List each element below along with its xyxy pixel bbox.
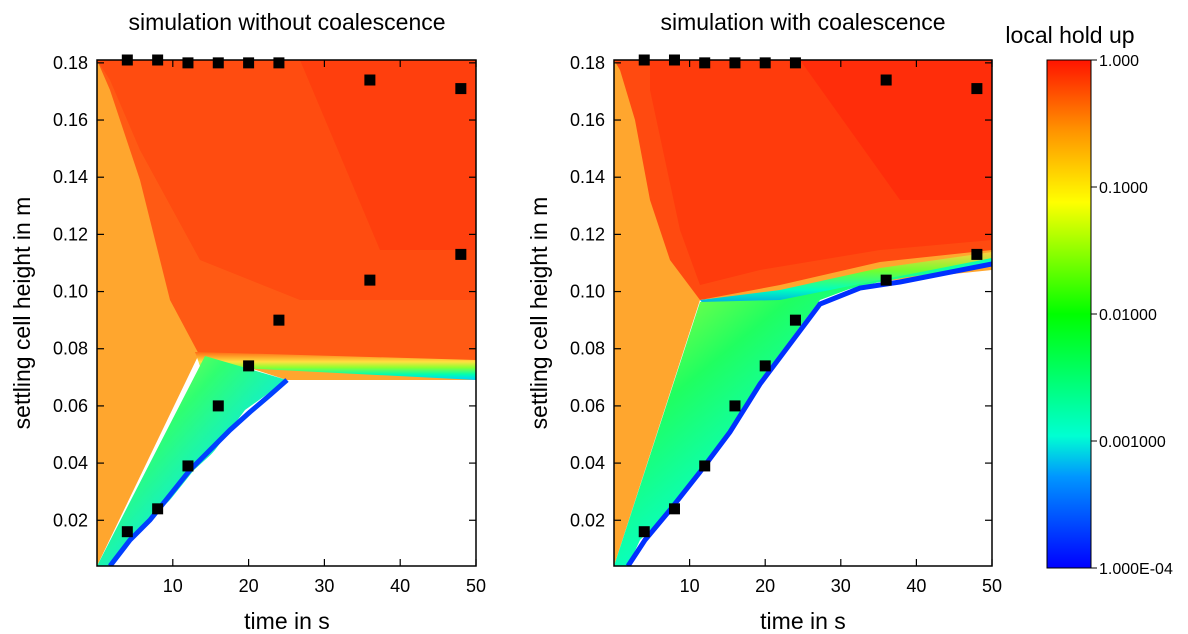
left-data-marker — [121, 54, 133, 66]
left-xtick-label: 20 — [239, 576, 259, 596]
colorbar-title: local hold up — [1005, 22, 1134, 48]
left-markers — [121, 54, 467, 538]
left-data-marker — [273, 314, 285, 326]
right-wedge — [614, 258, 992, 566]
left-axes: 10 20 30 40 50 0.02 0.04 0.06 0.08 0.10 0.12 0.14 0.… — [53, 53, 486, 596]
right-ylabel: settling cell height in m — [526, 197, 552, 430]
right-empty-region — [632, 270, 992, 566]
right-data-marker — [699, 57, 711, 69]
right-heatmap — [614, 60, 992, 566]
right-data-marker — [759, 57, 771, 69]
right-data-marker — [789, 57, 801, 69]
right-data-marker — [729, 400, 741, 412]
left-data-marker — [212, 57, 224, 69]
right-ytick-label: 0.12 — [570, 224, 605, 244]
right-ytick-label: 0.04 — [570, 453, 605, 473]
right-xtick-label: 20 — [755, 576, 775, 596]
right-ytick-label: 0.18 — [570, 53, 605, 73]
right-xtick-label: 30 — [831, 576, 851, 596]
left-data-marker — [182, 57, 194, 69]
right-data-marker — [699, 460, 711, 472]
right-xlabel: time in s — [760, 608, 846, 634]
right-front-band — [700, 252, 992, 315]
right-plot: 10 20 30 40 50 0.02 0.04 0.06 0.08 0.10 0.12 0.14 0.… — [570, 53, 1002, 596]
colorbar-ticks: 1.000 0.1000 0.01000 0.001000 1.000E-04 — [1091, 53, 1173, 578]
right-xtick-label: 10 — [680, 576, 700, 596]
right-ytick-label: 0.06 — [570, 396, 605, 416]
right-markers — [638, 54, 983, 538]
right-data-marker — [880, 274, 892, 286]
left-ytick-label: 0.08 — [53, 339, 88, 359]
colorbar-tick-label: 0.001000 — [1099, 434, 1166, 451]
left-xtick-label: 10 — [163, 576, 183, 596]
right-ytick-label: 0.14 — [570, 167, 605, 187]
right-data-marker — [971, 248, 983, 260]
colorbar-tick-label: 1.000 — [1099, 53, 1139, 70]
right-blue-edge — [625, 261, 992, 566]
left-data-marker — [152, 503, 164, 515]
left-data-marker — [212, 400, 224, 412]
left-data-marker — [243, 57, 255, 69]
colorbar-gradient — [1047, 60, 1091, 568]
left-ylabel: settling cell height in m — [9, 197, 35, 430]
right-ytick-label: 0.02 — [570, 510, 605, 530]
colorbar-tick-label: 1.000E-04 — [1099, 561, 1173, 578]
right-data-marker — [668, 54, 680, 66]
left-plot-frame — [96, 59, 477, 567]
right-data-marker — [729, 57, 741, 69]
right-data-marker — [789, 314, 801, 326]
left-front-band — [195, 352, 476, 380]
left-ytick-label: 0.10 — [53, 282, 88, 302]
left-ytick-label: 0.14 — [53, 167, 88, 187]
colorbar-tick-label: 0.01000 — [1099, 307, 1157, 324]
left-xlabel: time in s — [244, 608, 330, 634]
left-data-marker — [273, 57, 285, 69]
left-data-marker — [364, 274, 376, 286]
right-ytick-label: 0.16 — [570, 110, 605, 130]
left-data-marker — [182, 460, 194, 472]
left-xtick-label: 40 — [390, 576, 410, 596]
left-xtick-label: 30 — [314, 576, 334, 596]
right-data-marker — [880, 74, 892, 86]
left-data-marker — [364, 74, 376, 86]
right-title: simulation with coalescence — [660, 9, 945, 35]
colorbar-tick-label: 0.1000 — [1099, 180, 1148, 197]
left-title: simulation without coalescence — [128, 9, 445, 35]
right-data-marker — [759, 360, 771, 372]
left-xtick-label: 50 — [466, 576, 486, 596]
right-plot-frame — [613, 59, 993, 567]
right-ytick-label: 0.08 — [570, 339, 605, 359]
right-data-marker — [971, 83, 983, 95]
colorbar: 1.000 0.1000 0.01000 0.001000 1.000E-04 — [1046, 53, 1173, 578]
left-ytick-label: 0.02 — [53, 510, 88, 530]
left-data-marker — [455, 248, 467, 260]
right-data-marker — [638, 54, 650, 66]
left-plot: 10 20 30 40 50 0.02 0.04 0.06 0.08 0.10 0.12 0.14 0.… — [53, 53, 486, 596]
left-data-marker — [455, 83, 467, 95]
left-data-marker — [152, 54, 164, 66]
left-ytick-label: 0.16 — [53, 110, 88, 130]
right-axes: 10 20 30 40 50 0.02 0.04 0.06 0.08 0.10 0.12 0.14 0.… — [570, 53, 1002, 596]
right-data-marker — [638, 526, 650, 538]
right-xtick-label: 50 — [982, 576, 1002, 596]
left-data-marker — [243, 360, 255, 372]
left-ytick-label: 0.06 — [53, 396, 88, 416]
left-blue-edge — [108, 378, 289, 566]
left-ytick-label: 0.12 — [53, 224, 88, 244]
right-ytick-label: 0.10 — [570, 282, 605, 302]
left-ytick-label: 0.18 — [53, 53, 88, 73]
right-data-marker — [668, 503, 680, 515]
left-ytick-label: 0.04 — [53, 453, 88, 473]
left-empty-region — [114, 382, 476, 566]
right-xtick-label: 40 — [906, 576, 926, 596]
left-heatmap — [97, 60, 476, 566]
left-data-marker — [121, 526, 133, 538]
